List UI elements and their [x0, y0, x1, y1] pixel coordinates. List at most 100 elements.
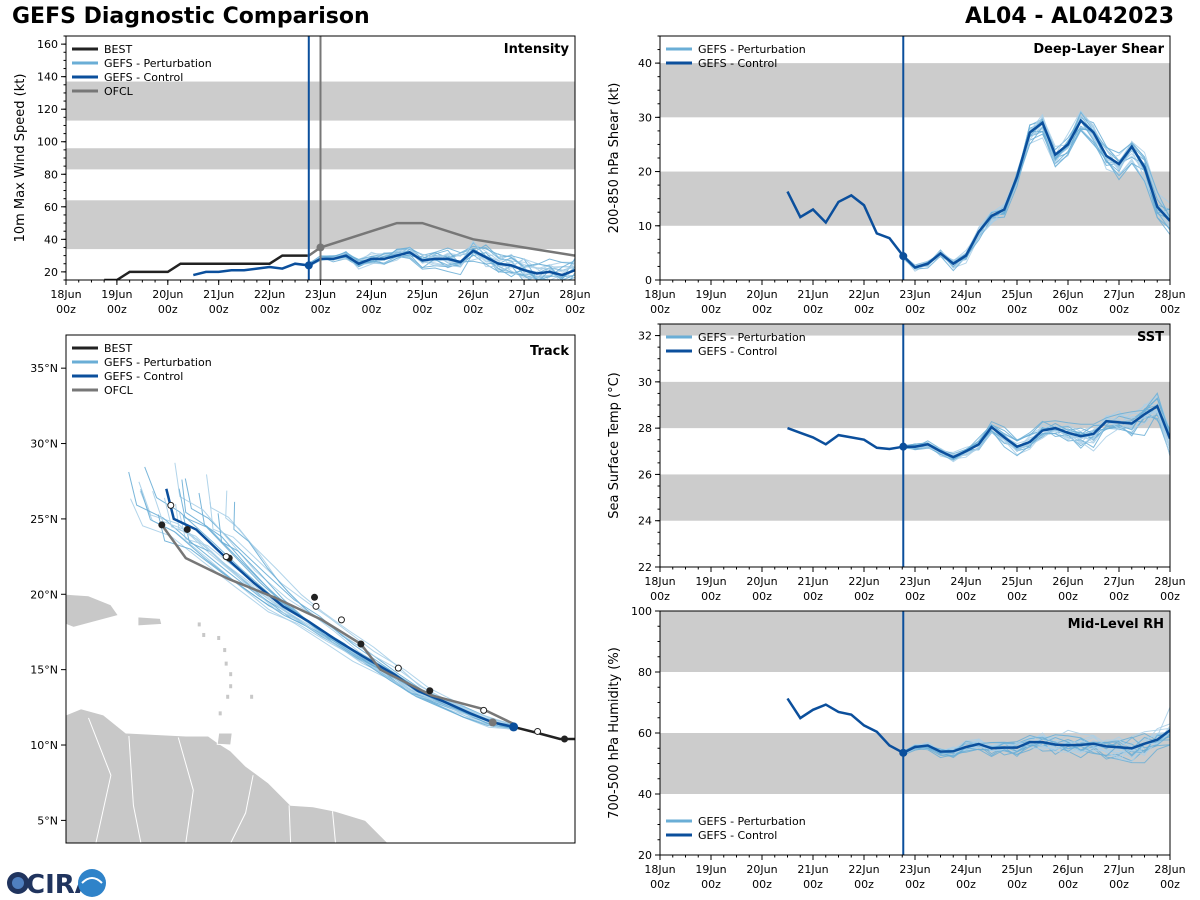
rh-panel-title: Mid-Level RH: [1068, 617, 1164, 632]
puerto-rico-landmass: [137, 616, 163, 627]
country-border: [288, 805, 292, 843]
shear-xtick-sub-label: 00z: [1007, 303, 1027, 316]
cira-logo-satellite-icon: [78, 869, 106, 897]
track-ofcl-init-dot: [488, 718, 497, 727]
intensity-xtick-label: 19Jun: [101, 288, 132, 301]
country-border: [88, 717, 112, 843]
lesser-antilles-island: [217, 635, 221, 640]
sst-xtick-label: 20Jun: [746, 575, 777, 588]
track-ytick-label: 10°N: [30, 739, 58, 752]
shear-ytick-label: 40: [638, 57, 652, 70]
rh-xtick-label: 26Jun: [1052, 863, 1083, 876]
shear-band-1: [660, 63, 1170, 118]
shear-xtick-sub-label: 00z: [803, 303, 823, 316]
intensity-ytick-label: 20: [44, 266, 58, 279]
sst-band-0: [660, 474, 1170, 521]
sst-plot-area: [660, 324, 1170, 521]
intensity-xtick-sub-label: 00z: [209, 303, 229, 316]
sst-panel: 22 24 26 28 30 32 18Jun 00z 19Jun 00z 20Jun 00z 21Ju…: [607, 323, 1186, 603]
intensity-xtick-sub-label: 00z: [56, 303, 76, 316]
track-perturbation-line: [209, 501, 517, 726]
country-border: [230, 775, 254, 843]
intensity-ytick-label: 100: [37, 136, 58, 149]
south-america-landmass: [66, 708, 389, 843]
intensity-xtick-label: 23Jun: [305, 288, 336, 301]
shear-ytick-label: 0: [645, 274, 652, 287]
intensity-xtick-label: 28Jun: [559, 288, 590, 301]
sst-xtick-sub-label: 00z: [905, 590, 925, 603]
shear-xtick-sub-label: 00z: [854, 303, 874, 316]
rh-ytick-label: 40: [638, 788, 652, 801]
track-ofcl-line: [160, 524, 515, 726]
cira-logo-globe-inner: [12, 877, 24, 889]
lesser-antilles-island: [229, 672, 233, 677]
track-legend-label: BEST: [104, 342, 132, 355]
rh-ylabel: 700-500 hPa Humidity (%): [607, 647, 622, 819]
shear-panel-title: Deep-Layer Shear: [1033, 42, 1164, 57]
shear-panel: 0 10 20 30 40 18Jun 00z 19Jun 00z 20Jun 00z 21Jun 00…: [607, 35, 1186, 316]
sst-xtick-sub-label: 00z: [701, 590, 721, 603]
shear-plot-area: [660, 63, 1170, 272]
sst-xtick-label: 22Jun: [848, 575, 879, 588]
shear-xtick-label: 24Jun: [950, 288, 981, 301]
country-border: [332, 811, 336, 843]
sst-ytick-label: 32: [638, 330, 652, 343]
rh-xtick-label: 21Jun: [797, 863, 828, 876]
track-panel-title: Track: [530, 344, 569, 359]
lesser-antilles-island: [223, 648, 227, 653]
track-perturbation-line: [178, 488, 516, 729]
shear-xtick-label: 28Jun: [1154, 288, 1185, 301]
track-forecast-dot: [183, 525, 191, 533]
intensity-gefs-control-line: [192, 249, 575, 277]
intensity-perturbation-line: [308, 245, 575, 280]
sst-xtick-sub-label: 00z: [956, 590, 976, 603]
track-perturbation-line: [144, 466, 517, 730]
sst-xtick-label: 25Jun: [1001, 575, 1032, 588]
intensity-xtick-sub-label: 00z: [158, 303, 178, 316]
track-perturbation-line: [128, 471, 512, 729]
sst-legend-label: GEFS - Perturbation: [698, 331, 806, 344]
rh-xtick-label: 27Jun: [1103, 863, 1134, 876]
track-ytick-label: 35°N: [30, 362, 58, 375]
track-panel: 5°N10°N15°N20°N25°N30°N35°NTrackBESTGEFS…: [30, 334, 576, 844]
intensity-xtick-sub-label: 00z: [463, 303, 483, 316]
shear-ytick-label: 10: [638, 220, 652, 233]
intensity-ofcl-line: [308, 221, 575, 257]
rh-control-init-marker: [899, 748, 908, 757]
shear-legend-label: GEFS - Control: [698, 57, 777, 70]
intensity-ytick-label: 160: [37, 38, 58, 51]
track-open-dot: [312, 602, 320, 610]
intensity-xtick-label: 25Jun: [407, 288, 438, 301]
sst-gefs-control-line: [787, 404, 1170, 459]
rh-panel: 20 40 60 80 100 18Jun 00z 19Jun 00z 20Jun 00z 21Jun…: [607, 605, 1186, 891]
rh-legend-label: GEFS - Control: [698, 829, 777, 842]
track-ytick-label: 20°N: [30, 588, 58, 601]
rh-xtick-sub-label: 00z: [803, 878, 823, 891]
intensity-xtick-label: 27Jun: [509, 288, 540, 301]
track-legend-label: GEFS - Perturbation: [104, 356, 212, 369]
sst-xtick-label: 27Jun: [1103, 575, 1134, 588]
rh-ytick-label: 80: [638, 666, 652, 679]
track-legend-label: OFCL: [104, 384, 134, 397]
lesser-antilles-island: [229, 684, 233, 689]
track-perturbation-line: [184, 478, 517, 726]
rh-perturbation-line: [903, 739, 1170, 758]
intensity-xtick-sub-label: 00z: [412, 303, 432, 316]
sst-xtick-sub-label: 00z: [1058, 590, 1078, 603]
intensity-xtick-label: 22Jun: [254, 288, 285, 301]
rh-xtick-label: 18Jun: [644, 863, 675, 876]
shear-xtick-label: 25Jun: [1001, 288, 1032, 301]
sst-band-1: [660, 381, 1170, 429]
lesser-antilles-island: [250, 694, 254, 699]
track-ytick-label: 15°N: [30, 664, 58, 677]
shear-xtick-label: 23Jun: [899, 288, 930, 301]
intensity-panel-title: Intensity: [504, 42, 570, 57]
shear-xtick-sub-label: 00z: [650, 303, 670, 316]
rh-xtick-sub-label: 00z: [1160, 878, 1180, 891]
sst-ytick-label: 28: [638, 422, 652, 435]
shear-xtick-sub-label: 00z: [1160, 303, 1180, 316]
